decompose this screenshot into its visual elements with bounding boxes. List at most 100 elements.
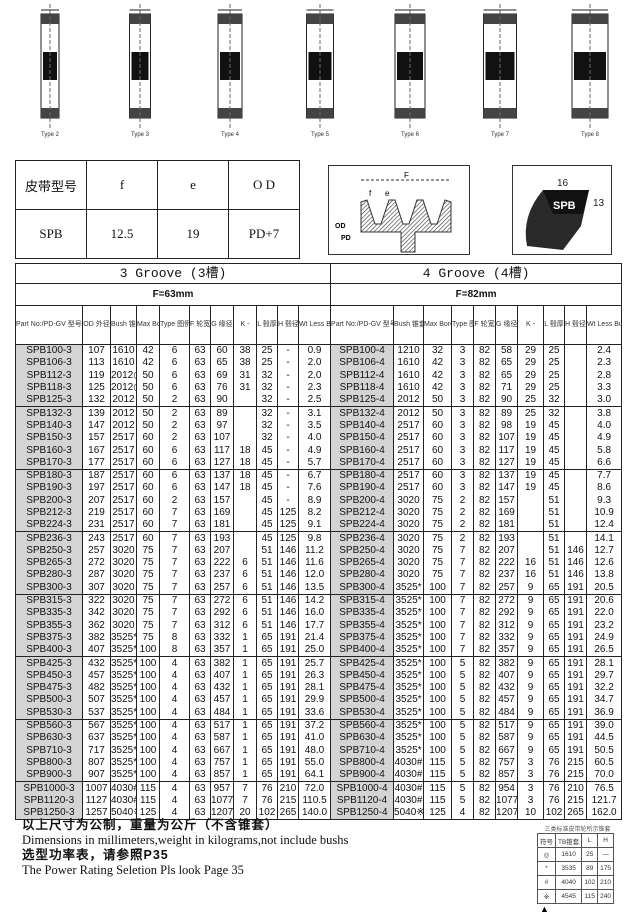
table-row: SPB212-3 219 2517 60 7 63 169 45 125 8.2 SPB212-4 3… (15, 506, 623, 520)
column-header: Type 图例 (451, 305, 475, 345)
cell: 4 (159, 718, 190, 733)
cell: 32 (423, 344, 453, 358)
part-number: SPB280-4 (330, 569, 395, 582)
cell: 1 (233, 706, 257, 720)
cell: 146 (277, 569, 299, 582)
part-number: SPB212-4 (330, 506, 395, 520)
cell: 3525* (110, 769, 137, 782)
cell: 6 (233, 557, 257, 570)
cell: 100 (423, 669, 453, 683)
cell: 3525* (393, 581, 425, 595)
table-row: SPB450-3 457 3525* 100 4 63 407 1 65 191 26.3 SPB45… (15, 669, 623, 683)
cell: 272 (210, 593, 234, 608)
cell: 2517 (110, 468, 137, 483)
left-f-width: F=63mm (14, 283, 332, 306)
cell: 65 (543, 706, 566, 720)
cell: 9 (517, 744, 545, 757)
cell: 193 (495, 531, 519, 545)
cell: 307 (82, 581, 111, 595)
cell: 22.0 (586, 607, 623, 620)
cell: 3.3 (586, 381, 623, 395)
cell: 382 (82, 631, 111, 645)
cell: 5 (451, 781, 475, 795)
cell: 191 (277, 669, 299, 683)
part-number: SPB125-3 (15, 394, 83, 407)
cell: 82 (473, 531, 497, 545)
table-row: SPB560-3 567 3525* 100 4 63 517 1 65 191 37.2 SPB56… (15, 718, 623, 733)
part-number: SPB475-4 (330, 682, 395, 695)
cell: 191 (564, 593, 588, 608)
cell (564, 357, 588, 370)
cell: 70.0 (586, 769, 623, 782)
cell: 63 (189, 432, 211, 445)
cell: 63 (189, 468, 211, 483)
cell: 82 (473, 619, 497, 632)
table-row: SPB150-3 157 2517 60 2 63 107 32-4.0 SPB150-4 251… (15, 432, 623, 445)
cell: 191 (564, 732, 588, 745)
cell (564, 419, 588, 433)
dim-e: e (385, 189, 390, 198)
pulley-type-drawing: Type 8 (550, 0, 630, 150)
cell: 7 (159, 619, 190, 632)
table-row: SPB224-3 231 2517 60 7 63 181 45 125 9.1 SPB224-4 3… (15, 519, 623, 532)
cell: 3525* (393, 644, 425, 657)
part-number: SPB1250-3 (15, 806, 83, 821)
cell: 7 (233, 794, 257, 807)
cell: 567 (82, 718, 111, 733)
cell: 82 (473, 569, 497, 582)
cell: 63 (189, 619, 211, 632)
cell: 65 (543, 718, 566, 733)
part-number: SPB425-3 (15, 656, 83, 670)
cell: 90 (210, 394, 234, 407)
cell: 20.6 (586, 593, 623, 608)
cell: 25 (517, 406, 545, 420)
cell: 9 (517, 694, 545, 707)
cell: 407 (495, 669, 519, 683)
cell: 63 (189, 794, 211, 807)
legend-cell: 240 (597, 889, 615, 904)
part-number: SPB630-3 (15, 732, 83, 745)
cell: 42 (423, 357, 453, 370)
table-row: SPB200-3 207 2517 60 2 63 157 45-8.9 SPB200-4 302… (15, 494, 623, 507)
legend-header: 符号 (537, 833, 556, 848)
cell: 312 (210, 619, 234, 632)
cell: 82 (473, 769, 497, 782)
cell: 63 (189, 694, 211, 707)
cell: 3.5 (297, 419, 332, 433)
cell: 12.4 (586, 519, 623, 532)
cell (564, 468, 588, 483)
cell: 9.8 (297, 531, 332, 545)
cell: 332 (495, 631, 519, 645)
cell: 45 (256, 506, 278, 520)
cell: 65 (543, 694, 566, 707)
part-number: SPB200-3 (15, 494, 83, 507)
pulley-type-label: Type 4 (220, 132, 239, 138)
cell: 146 (564, 569, 588, 582)
cell: 63 (189, 581, 211, 595)
cell: 63 (189, 669, 211, 683)
cell: 75 (136, 631, 160, 645)
cell: 48.0 (297, 744, 332, 757)
cell: 3525* (393, 732, 425, 745)
cell (517, 544, 545, 558)
cell (564, 531, 588, 545)
cell: 60 (423, 456, 453, 470)
cell: 4 (159, 669, 190, 683)
cell: 6 (159, 344, 190, 358)
cell: 3 (451, 482, 475, 495)
legend-row: ◎ 1610 25— (537, 847, 615, 862)
cell: 63 (189, 557, 211, 570)
cell: 181 (210, 519, 234, 532)
cell: 1127 (82, 794, 111, 807)
cell: 807 (82, 756, 111, 770)
cell: 76 (543, 781, 566, 795)
cell: 2517 (393, 456, 425, 470)
dim-OD: OD (335, 223, 346, 230)
part-number: SPB265-3 (15, 557, 83, 570)
cell: 7.6 (297, 482, 332, 495)
table-row: SPB118-31252012◎50663763132-2.3SPB118-41… (15, 381, 623, 395)
cell: 28.1 (297, 682, 332, 695)
spec-value: PD+7 (228, 209, 300, 259)
cell: 20.5 (586, 581, 623, 595)
cell: 11.6 (297, 557, 332, 570)
